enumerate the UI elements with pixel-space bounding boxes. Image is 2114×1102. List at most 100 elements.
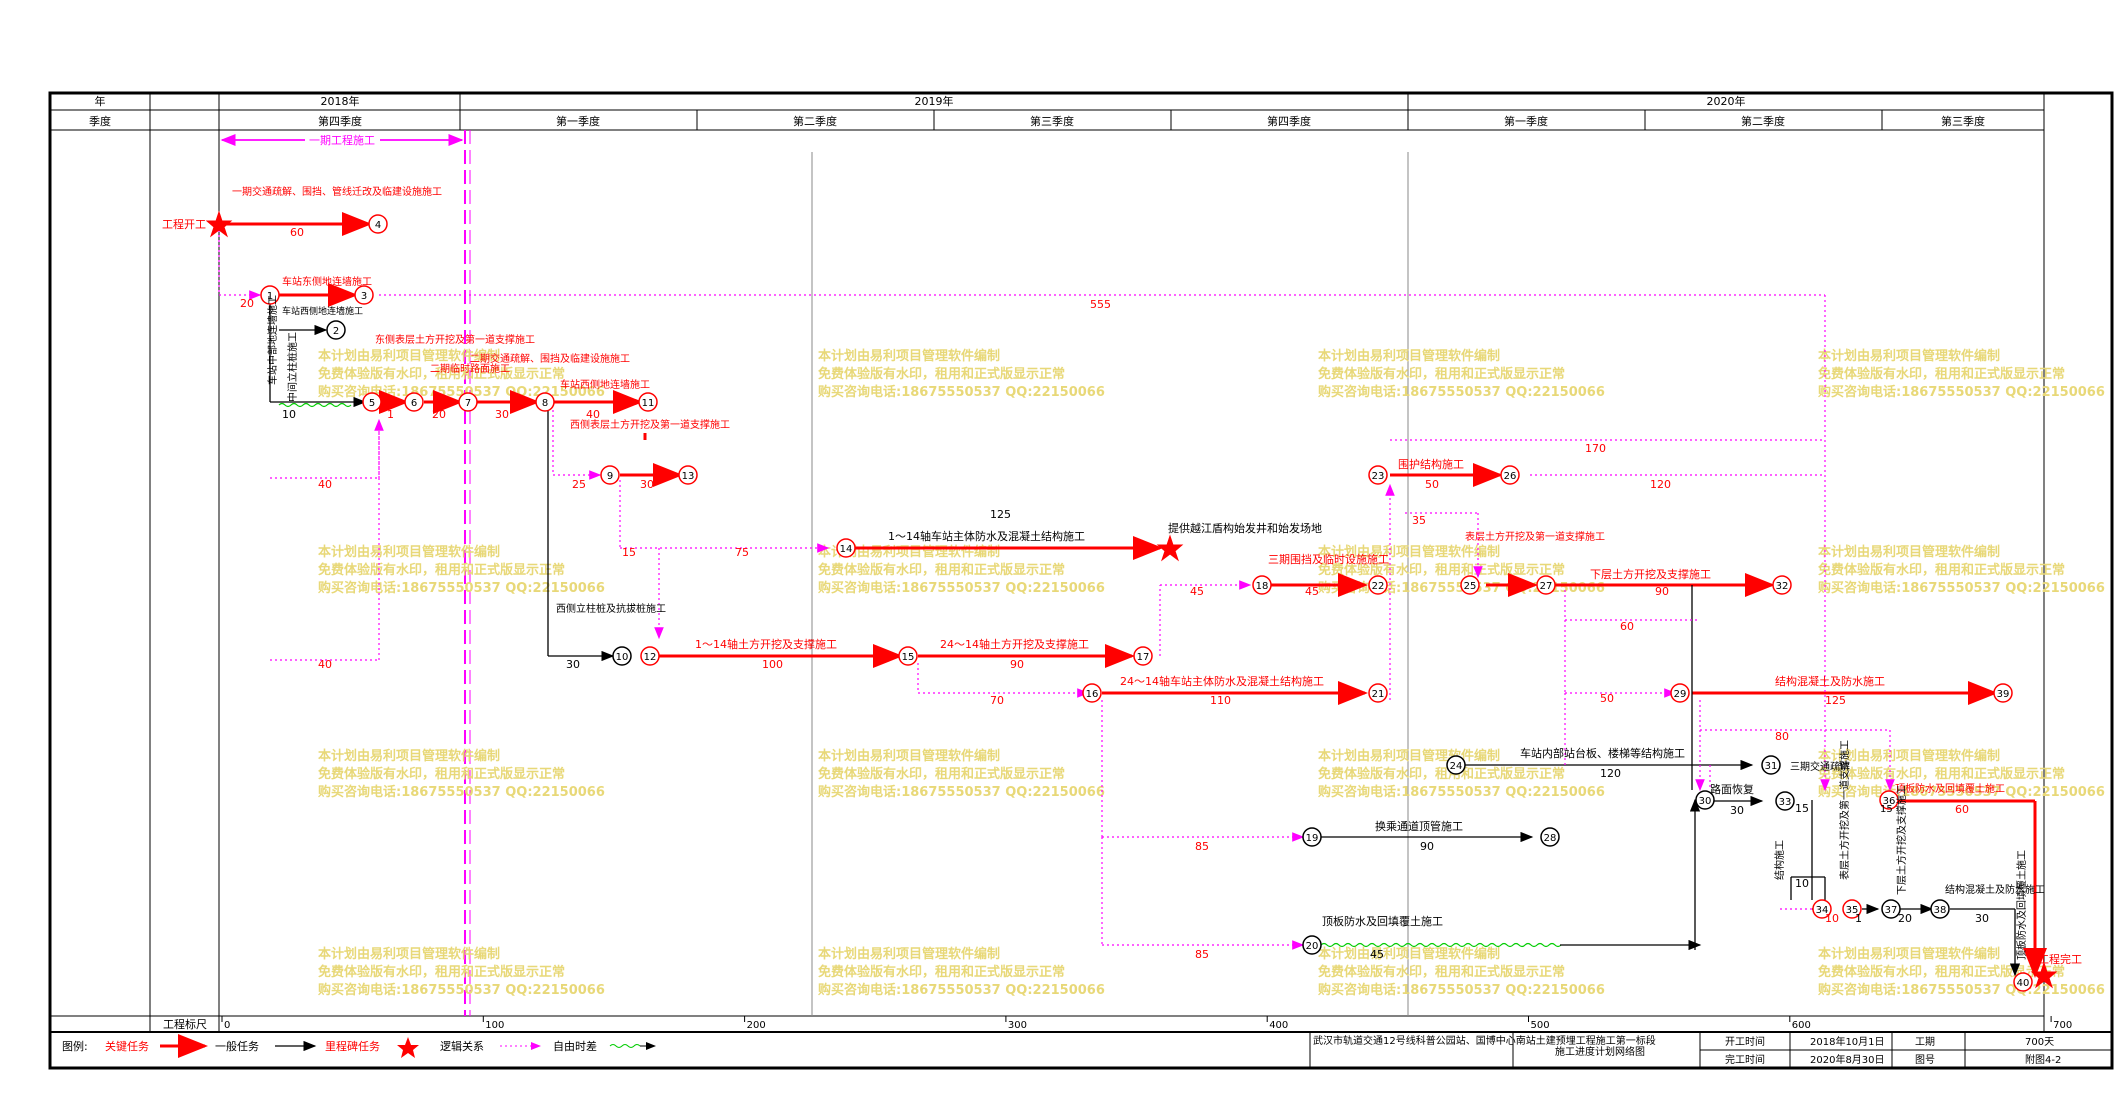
scale-ticks: 0 100 200 300 400 500 600 700 bbox=[221, 1016, 2072, 1031]
task-23-26-label: 围护结构施工 bbox=[1398, 457, 1464, 471]
watermark-text: 免费体验版有水印，租用和正式版显示正常 bbox=[818, 366, 1065, 382]
task-20-30-label: 顶板防水及回填覆土施工 bbox=[1322, 914, 1443, 928]
watermark-text: 购买咨询电话:18675550537 QQ:22150066 bbox=[1818, 580, 2105, 596]
svg-text:10: 10 bbox=[616, 652, 629, 663]
node-20: 20 bbox=[1302, 935, 1322, 955]
info-table: 武汉市轨道交通12号线科普公园站、国博中心南站土建预埋工程施工第一标段 施工进度… bbox=[1309, 1032, 2112, 1068]
watermark-text: 免费体验版有水印，租用和正式版显示正常 bbox=[318, 766, 565, 782]
watermark-text: 本计划由易利项目管理软件编制 bbox=[1818, 544, 2000, 560]
task-6-7-dur: 20 bbox=[432, 408, 446, 421]
svg-text:35: 35 bbox=[1846, 905, 1859, 916]
task-23-26-dur: 50 bbox=[1425, 478, 1439, 491]
figure-value: 附图4-2 bbox=[2025, 1053, 2061, 1066]
node-5: 5 bbox=[362, 392, 382, 412]
task-26-far-dur: 120 bbox=[1650, 478, 1671, 491]
node-30: 30 bbox=[1695, 790, 1715, 810]
quarter-6: 第一季度 bbox=[1504, 114, 1548, 128]
task-34-10-dur: 10 bbox=[1795, 877, 1809, 890]
task-16-20-dur: 85 bbox=[1195, 948, 1209, 961]
svg-text:39: 39 bbox=[1997, 689, 2010, 700]
legend-float: 自由时差 bbox=[553, 1039, 597, 1053]
task-37-v-label: 下层土方开挖及支撑施工 bbox=[1895, 785, 1908, 895]
task-1-5-dur: 10 bbox=[282, 408, 296, 421]
start-time-label: 开工时间 bbox=[1725, 1035, 1765, 1048]
scale-tick: 400 bbox=[1269, 1020, 1288, 1031]
watermark-text: 免费体验版有水印，租用和正式版显示正常 bbox=[818, 562, 1065, 578]
task-9-14-a: 15 bbox=[622, 546, 636, 559]
svg-text:17: 17 bbox=[1137, 652, 1150, 663]
task-17-18-dur: 45 bbox=[1190, 585, 1204, 598]
svg-text:1: 1 bbox=[267, 291, 273, 302]
scale-tick: 600 bbox=[1792, 1020, 1811, 1031]
task-27-29-b: 50 bbox=[1600, 692, 1614, 705]
quarter-8: 第三季度 bbox=[1941, 114, 1985, 128]
svg-text:6: 6 bbox=[411, 398, 417, 409]
svg-text:25: 25 bbox=[1464, 581, 1477, 592]
task-18-22-dur: 45 bbox=[1305, 585, 1319, 598]
node-14: 14 bbox=[836, 538, 856, 558]
watermark-text: 本计划由易利项目管理软件编制 bbox=[318, 544, 500, 560]
task-40-left-dur: 15 bbox=[1880, 804, 1893, 815]
task-35-37-dur: 1 bbox=[1855, 912, 1862, 925]
watermark-text: 购买咨询电话:18675550537 QQ:22150066 bbox=[318, 982, 605, 998]
task-14-ms-dur: 125 bbox=[990, 508, 1011, 521]
scale-tick: 0 bbox=[224, 1020, 230, 1031]
period-label: 工期 bbox=[1915, 1036, 1935, 1048]
node-9: 9 bbox=[600, 465, 620, 485]
task-7-8-label: 二期交通疏解、围挡及临建设施施工 bbox=[470, 352, 630, 365]
task-12-15-label: 1～14轴土方开挖及支撑施工 bbox=[695, 637, 837, 651]
scale-tick: 700 bbox=[2053, 1020, 2072, 1031]
svg-text:15: 15 bbox=[902, 652, 915, 663]
svg-text:38: 38 bbox=[1934, 905, 1947, 916]
watermark-text: 本计划由易利项目管理软件编制 bbox=[318, 348, 500, 364]
node-36: 36 bbox=[1879, 790, 1899, 810]
legend-title: 图例: bbox=[62, 1039, 88, 1053]
watermark-text: 免费体验版有水印，租用和正式版显示正常 bbox=[1818, 562, 2065, 578]
task-14-ms-label: 1～14轴车站主体防水及混凝土结构施工 bbox=[888, 529, 1085, 543]
task-24-31-label: 车站内部站台板、楼梯等结构施工 bbox=[1520, 746, 1685, 760]
svg-text:8: 8 bbox=[542, 398, 548, 409]
watermark-text: 本计划由易利项目管理软件编制 bbox=[818, 946, 1000, 962]
watermark-text: 免费体验版有水印，租用和正式版显示正常 bbox=[1818, 366, 2065, 382]
task-8-11-dur: 40 bbox=[586, 408, 600, 421]
watermark-text: 免费体验版有水印，租用和正式版显示正常 bbox=[818, 964, 1065, 980]
task-start-1-dur: 20 bbox=[240, 297, 254, 310]
watermark-text: 购买咨询电话:18675550537 QQ:22150066 bbox=[818, 784, 1105, 800]
svg-text:20: 20 bbox=[1306, 941, 1319, 952]
quarter-3: 第二季度 bbox=[793, 114, 837, 128]
svg-text:18: 18 bbox=[1256, 581, 1269, 592]
watermark-text: 本计划由易利项目管理软件编制 bbox=[1318, 748, 1500, 764]
watermark-text: 购买咨询电话:18675550537 QQ:22150066 bbox=[1818, 982, 2105, 998]
quarter-5: 第四季度 bbox=[1267, 114, 1311, 128]
node-27: 27 bbox=[1536, 575, 1556, 595]
watermark-text: 购买咨询电话:18675550537 QQ:22150066 bbox=[1318, 784, 1605, 800]
legend-star-icon bbox=[397, 1037, 419, 1058]
svg-text:28: 28 bbox=[1544, 833, 1557, 844]
svg-text:29: 29 bbox=[1674, 689, 1687, 700]
svg-text:2: 2 bbox=[333, 326, 339, 337]
node-13: 13 bbox=[678, 465, 698, 485]
svg-text:33: 33 bbox=[1779, 797, 1792, 808]
task-33-v-dur: 15 bbox=[1795, 802, 1809, 815]
period-value: 700天 bbox=[2025, 1037, 2054, 1048]
task-8-11-label: 车站西侧地连墙施工 bbox=[560, 378, 650, 391]
watermark-text: 本计划由易利项目管理软件编制 bbox=[1818, 748, 2000, 764]
task-25-27-label: 表层土方开挖及第一道支撑施工 bbox=[1465, 530, 1605, 543]
task-40-v-label: 顶板防水及回填覆土施工 bbox=[2015, 850, 2028, 960]
legend-milestone: 里程碑任务 bbox=[325, 1040, 380, 1053]
task-34-v-label: 结构施工 bbox=[1773, 840, 1786, 880]
task-29-39-dur: 125 bbox=[1825, 694, 1846, 707]
task-1-5-label: 中间立柱桩施工 bbox=[286, 332, 299, 402]
task-7-8-dur: 30 bbox=[495, 408, 509, 421]
watermark-text: 购买咨询电话:18675550537 QQ:22150066 bbox=[1818, 384, 2105, 400]
svg-text:22: 22 bbox=[1372, 581, 1385, 592]
quarter-2: 第一季度 bbox=[556, 114, 600, 128]
watermark-text: 免费体验版有水印，租用和正式版显示正常 bbox=[1318, 366, 1565, 382]
task-29-39-label: 结构混凝土及防水施工 bbox=[1775, 674, 1885, 688]
node-22: 22 bbox=[1368, 575, 1388, 595]
watermark-text: 本计划由易利项目管理软件编制 bbox=[818, 348, 1000, 364]
task-27-32-label: 下层土方开挖及支撑施工 bbox=[1590, 567, 1711, 581]
task-a-label: 一期交通疏解、围挡、管线迁改及临建设施施工 bbox=[232, 185, 442, 198]
svg-text:11: 11 bbox=[642, 398, 655, 409]
svg-text:31: 31 bbox=[1765, 761, 1778, 772]
